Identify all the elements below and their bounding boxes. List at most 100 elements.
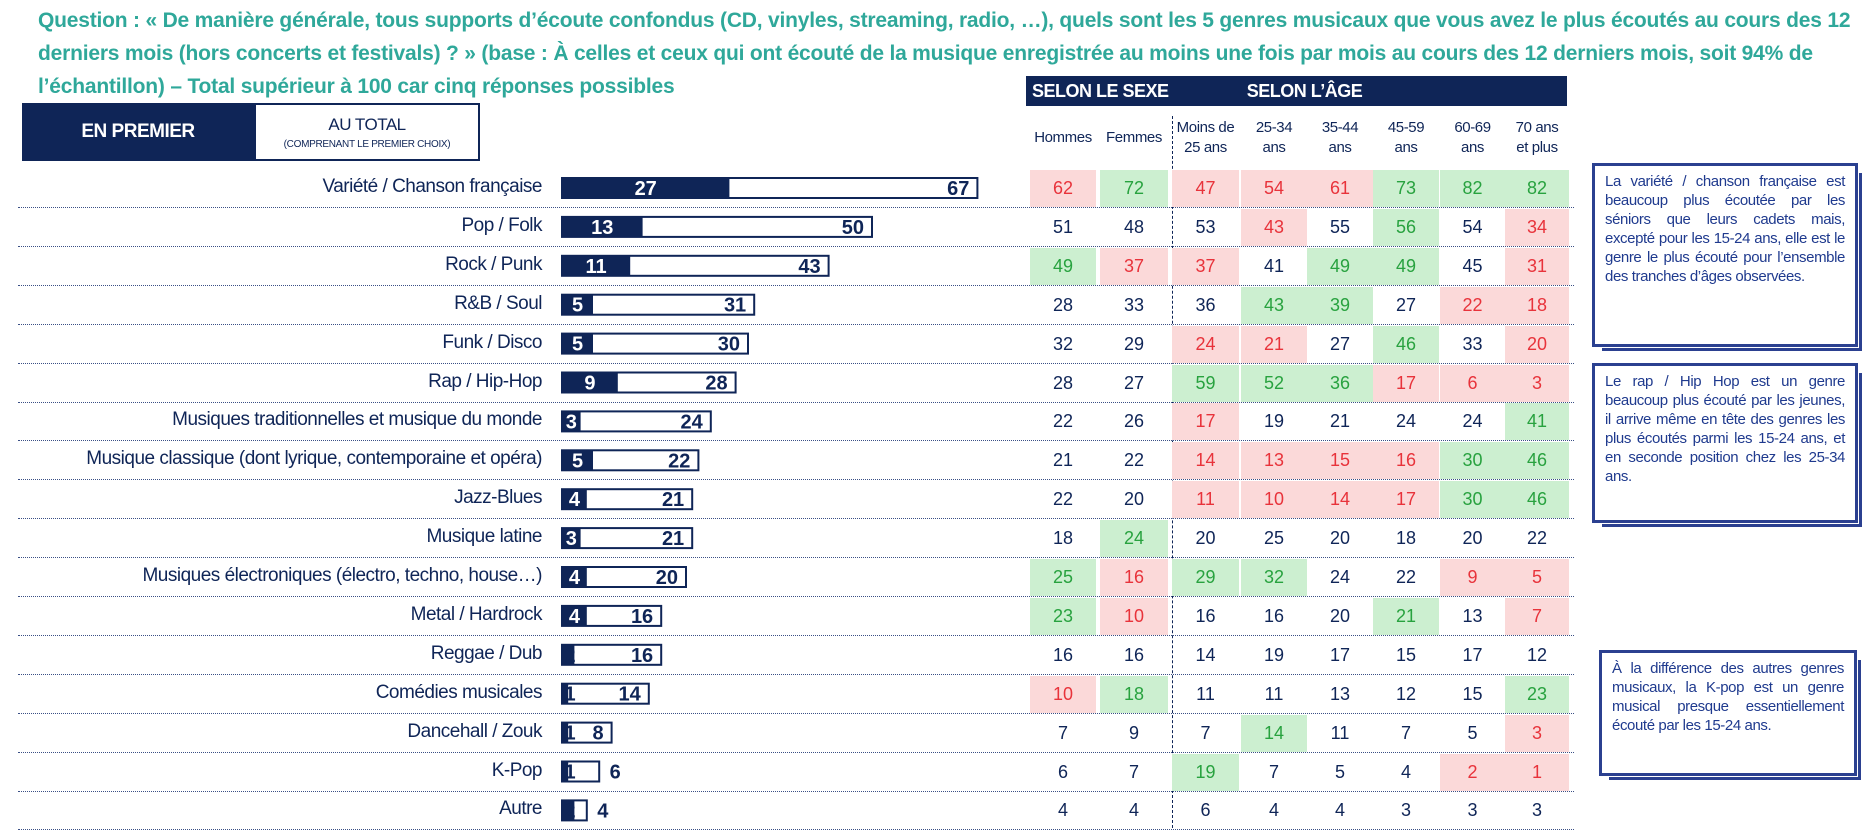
- category-label: Autre: [499, 798, 542, 820]
- bar-total-label: 24: [681, 411, 704, 433]
- bar-total: [561, 254, 830, 277]
- legend-au-total-sub: (COMPRENANT LE PREMIER CHOIX): [283, 139, 451, 150]
- bar-premier-label: 2: [564, 645, 575, 667]
- bar-total: [561, 527, 694, 550]
- table-cell: 39: [1307, 286, 1373, 324]
- row-divider: [18, 207, 1574, 208]
- table-cell: 7: [1200, 722, 1211, 743]
- table-cell: 16: [1373, 442, 1439, 480]
- row-divider: [18, 790, 1574, 792]
- table-cell: 49: [1307, 247, 1373, 285]
- bar-premier-label: 9: [584, 373, 595, 395]
- table-cell: 22: [1395, 567, 1417, 587]
- category-label: Rock / Punk: [445, 253, 542, 275]
- bar-premier: [562, 489, 587, 510]
- table-cell: 19: [1172, 753, 1239, 791]
- bar-premier: [562, 722, 569, 743]
- table-cell: 9: [1440, 559, 1505, 596]
- category-label: Funk / Disco: [442, 331, 542, 353]
- row-divider: [18, 634, 1574, 636]
- table-cell: 33: [1123, 294, 1145, 315]
- bar-premier-label: 27: [635, 178, 657, 200]
- table-cell: 25: [1263, 528, 1285, 549]
- table-cell: 55: [1329, 216, 1351, 237]
- legend-au-total: AU TOTAL (COMPRENANT LE PREMIER CHOIX): [254, 103, 480, 161]
- table-cell: 51: [1052, 216, 1074, 237]
- category-label: Musique latine: [426, 526, 542, 548]
- row-divider: [18, 362, 1574, 364]
- bar-premier: [562, 216, 643, 237]
- column-header-4: 35-44 ans: [1307, 116, 1373, 160]
- note-variete: La variété / chanson française est beauc…: [1592, 163, 1862, 351]
- table-cell: 30: [1440, 442, 1505, 480]
- bar-total: [561, 215, 873, 238]
- table-cell: 32: [1052, 333, 1074, 354]
- table-cell: 46: [1373, 325, 1439, 363]
- category-label: Musique classique (dont lyrique, contemp…: [86, 448, 542, 470]
- table-cell: 15: [1395, 644, 1417, 665]
- table-cell: 17: [1172, 403, 1239, 441]
- question-text: Question : « De manière générale, tous s…: [38, 9, 1851, 98]
- table-cell: 22: [1526, 528, 1548, 549]
- table-cell: 10: [1100, 597, 1168, 635]
- column-header-line2: ans: [1328, 139, 1352, 156]
- row-divider: [18, 401, 1574, 403]
- bar-total-label: 8: [592, 723, 603, 745]
- table-cell: 26: [1123, 411, 1145, 432]
- table-cell: 7: [1268, 761, 1279, 782]
- bar-total: [561, 410, 712, 433]
- legend-en-premier: EN PREMIER: [22, 103, 254, 161]
- bar-total-label: 22: [668, 450, 690, 472]
- header-age: SELON L’ÂGE: [1172, 76, 1567, 106]
- column-header-3: 25-34 ans: [1241, 116, 1307, 160]
- table-cell: 13: [1241, 442, 1307, 480]
- table-cell: 82: [1440, 170, 1505, 207]
- table-cell: 5: [1467, 722, 1478, 743]
- note-rap: Le rap / Hip Hop est un genre beaucoup p…: [1592, 363, 1862, 527]
- table-cell: 45: [1462, 255, 1483, 276]
- column-header-line2: ans: [1394, 139, 1418, 156]
- table-cell: 21: [1373, 597, 1439, 635]
- table-cell: 43: [1241, 208, 1307, 246]
- table-cell: 17: [1462, 644, 1483, 665]
- category-label: Metal / Hardrock: [410, 603, 543, 625]
- bar-premier: [562, 255, 631, 276]
- bar-total-label: 16: [631, 606, 653, 628]
- bar-total-label: 30: [718, 334, 740, 356]
- table-cell: 1: [1505, 753, 1569, 791]
- bar-premier-label: 5: [572, 295, 583, 317]
- column-header-2: Moins de 25 ans: [1172, 116, 1239, 160]
- table-cell: 22: [1123, 450, 1145, 471]
- bar-total-label: 43: [798, 256, 820, 278]
- table-cell: 3: [1505, 714, 1569, 752]
- bar-total-label: 4: [597, 800, 609, 822]
- table-cell: 19: [1263, 644, 1285, 665]
- column-header-line1: Hommes: [1034, 129, 1092, 146]
- column-header-line2: ans: [1461, 139, 1484, 156]
- bar-total: [561, 566, 687, 588]
- table-cell: 24: [1172, 325, 1239, 363]
- bar-total: [561, 332, 749, 355]
- table-cell: 27: [1123, 372, 1145, 393]
- table-cell: 16: [1052, 644, 1074, 665]
- table-cell: 53: [1195, 216, 1216, 237]
- column-header-line1: Moins de: [1176, 119, 1235, 136]
- table-cell: 18: [1052, 528, 1074, 549]
- table-cell: 20: [1329, 528, 1351, 549]
- table-cell: 37: [1172, 247, 1239, 285]
- bar-total: [561, 604, 663, 627]
- table-cell: 25: [1030, 559, 1096, 596]
- column-header-0: Hommes: [1030, 116, 1096, 160]
- table-cell: 13: [1329, 683, 1351, 704]
- bar-premier: [562, 294, 593, 315]
- bar-premier-label: 11: [586, 256, 607, 278]
- table-cell: 37: [1100, 247, 1168, 285]
- table-cell: 21: [1241, 325, 1307, 363]
- table-cell: 27: [1395, 294, 1417, 315]
- table-cell: 4: [1057, 800, 1068, 821]
- table-cell: 5: [1505, 559, 1569, 596]
- row-divider: [18, 323, 1574, 325]
- table-cell: 31: [1505, 247, 1569, 285]
- row-divider: [18, 673, 1574, 675]
- table-cell: 20: [1195, 528, 1216, 549]
